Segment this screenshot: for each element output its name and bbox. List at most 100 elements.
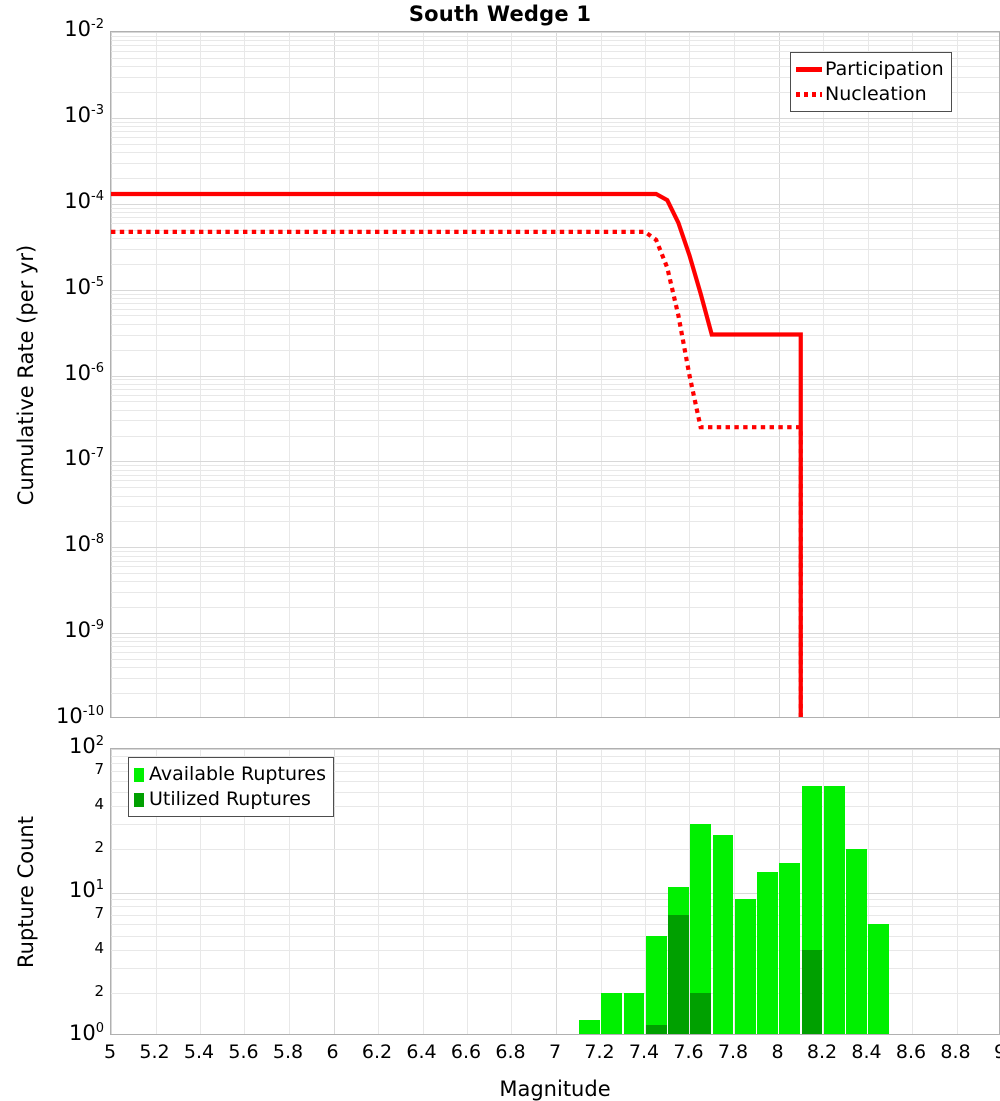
gridline-vertical xyxy=(868,749,869,1034)
curve-legend[interactable]: Participation Nucleation xyxy=(790,52,952,112)
gridline-horizontal xyxy=(111,212,999,213)
gridline-horizontal xyxy=(111,915,999,916)
y-tick-label: 10-4 xyxy=(64,188,104,213)
gridline-horizontal xyxy=(111,401,999,402)
gridline-horizontal xyxy=(111,238,999,239)
bar-utilized xyxy=(668,914,689,1034)
gridline-vertical xyxy=(601,32,602,717)
legend-label-utilized-ruptures: Utilized Ruptures xyxy=(149,788,311,810)
gridline-horizontal xyxy=(111,573,999,574)
gridline-horizontal xyxy=(111,561,999,562)
gridline-horizontal xyxy=(111,806,999,807)
gridline-vertical xyxy=(378,749,379,1034)
gridline-vertical xyxy=(556,32,557,717)
bottom-panel-y-axis-label: Rupture Count xyxy=(14,815,38,968)
gridline-horizontal xyxy=(111,294,999,295)
gridline-vertical xyxy=(423,749,424,1034)
gridline-vertical xyxy=(467,749,468,1034)
x-tick-label: 7 xyxy=(548,1041,562,1063)
legend-item-nucleation[interactable]: Nucleation xyxy=(796,82,944,107)
gridline-horizontal xyxy=(111,506,999,507)
bar-available xyxy=(690,824,711,1034)
gridline-vertical xyxy=(957,32,958,717)
gridline-horizontal xyxy=(111,290,999,291)
gridline-horizontal xyxy=(111,496,999,497)
x-tick-label: 5 xyxy=(103,1041,117,1063)
gridline-horizontal xyxy=(111,45,999,46)
gridline-horizontal xyxy=(111,122,999,123)
gridline-horizontal xyxy=(111,652,999,653)
y-tick-label-minor: 7 xyxy=(94,760,104,779)
legend-item-participation[interactable]: Participation xyxy=(796,57,944,82)
gridline-horizontal xyxy=(111,137,999,138)
gridline-horizontal xyxy=(111,487,999,488)
curve-nucleation xyxy=(111,229,803,717)
gridline-horizontal xyxy=(111,389,999,390)
bar-available xyxy=(645,935,667,1034)
gridline-horizontal xyxy=(111,379,999,380)
x-tick-label: 5.4 xyxy=(183,1041,215,1063)
gridline-horizontal xyxy=(111,32,999,33)
gridline-horizontal xyxy=(111,950,999,951)
gridline-vertical xyxy=(244,32,245,717)
gridline-horizontal xyxy=(111,659,999,660)
bar-utilized xyxy=(690,992,711,1034)
x-tick-label: 8 xyxy=(771,1041,784,1063)
gridline-horizontal xyxy=(111,551,999,552)
gridline-horizontal xyxy=(111,637,999,638)
y-tick-label: 10-6 xyxy=(64,360,104,385)
gridline-horizontal xyxy=(111,475,999,476)
gridline-vertical xyxy=(378,32,379,717)
y-tick-label-minor: 7 xyxy=(94,903,104,922)
curve-participation xyxy=(111,191,803,717)
y-tick-label-minor: 2 xyxy=(94,981,104,1000)
gridline-horizontal xyxy=(111,223,999,224)
x-tick-label: 5.8 xyxy=(272,1041,304,1063)
gridline-horizontal xyxy=(111,204,999,205)
histogram-legend[interactable]: Available Ruptures Utilized Ruptures xyxy=(128,757,334,817)
gridline-horizontal xyxy=(111,521,999,522)
gridline-vertical xyxy=(467,32,468,717)
y-tick-label: 10-5 xyxy=(64,274,104,299)
gridline-vertical xyxy=(289,32,290,717)
gridline-vertical xyxy=(734,32,735,717)
gridline-vertical xyxy=(289,749,290,1034)
y-tick-label: 101 xyxy=(68,877,104,902)
gridline-horizontal xyxy=(111,893,999,894)
y-tick-label: 10-8 xyxy=(64,532,104,557)
gridline-horizontal xyxy=(111,152,999,153)
bar-available xyxy=(601,992,622,1034)
x-tick-label: 8.4 xyxy=(851,1041,882,1063)
gridline-horizontal xyxy=(111,118,999,119)
cumulative-rate-plot xyxy=(110,31,1000,718)
gridline-horizontal xyxy=(111,461,999,462)
bar-available xyxy=(757,871,778,1034)
legend-item-available-ruptures[interactable]: Available Ruptures xyxy=(134,762,326,787)
gridline-horizontal xyxy=(111,771,999,772)
gridline-horizontal xyxy=(111,126,999,127)
bar-available xyxy=(623,992,645,1034)
gridline-horizontal xyxy=(111,906,999,907)
gridline-horizontal xyxy=(111,693,999,694)
gridline-horizontal xyxy=(111,144,999,145)
available-color-icon xyxy=(134,767,144,782)
gridline-horizontal xyxy=(111,309,999,310)
gridline-horizontal xyxy=(111,641,999,642)
gridline-horizontal xyxy=(111,395,999,396)
gridline-horizontal xyxy=(111,749,999,750)
bar-available xyxy=(579,1019,600,1034)
gridline-horizontal xyxy=(111,376,999,377)
gridline-horizontal xyxy=(111,993,999,994)
gridline-horizontal xyxy=(111,350,999,351)
gridline-horizontal xyxy=(111,470,999,471)
y-tick-label: 102 xyxy=(68,734,104,758)
gridline-vertical xyxy=(156,749,157,1034)
gridline-vertical xyxy=(601,749,602,1034)
gridline-horizontal xyxy=(111,678,999,679)
legend-label-nucleation: Nucleation xyxy=(825,83,927,105)
page-title: South Wedge 1 xyxy=(408,2,592,26)
x-tick-label: 6 xyxy=(326,1041,339,1063)
legend-item-utilized-ruptures[interactable]: Utilized Ruptures xyxy=(134,787,326,812)
gridline-horizontal xyxy=(111,547,999,548)
